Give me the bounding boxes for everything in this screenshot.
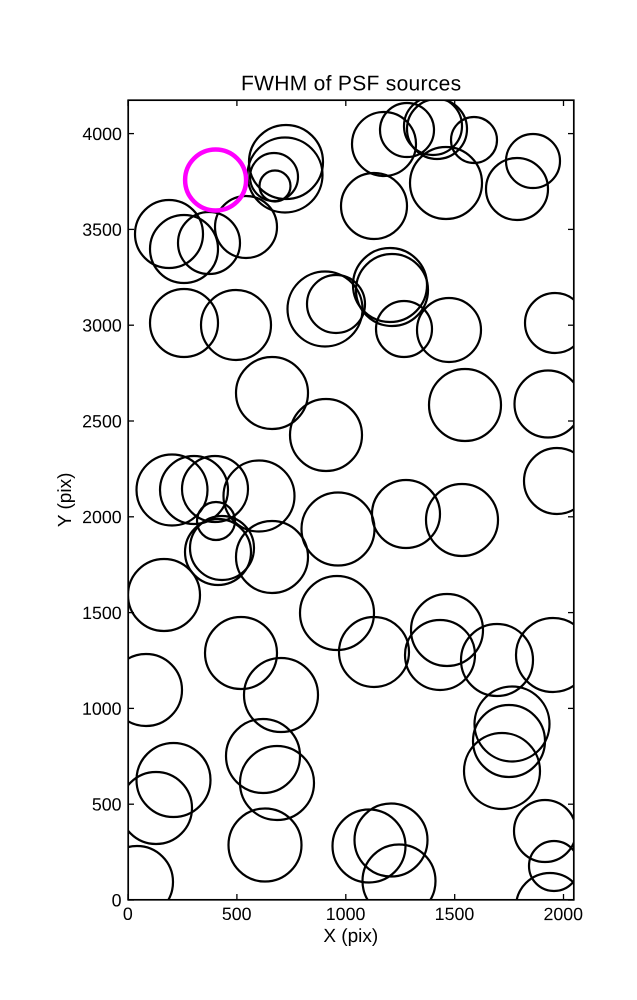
svg-text:0: 0 [123, 904, 133, 924]
svg-text:2000: 2000 [82, 507, 122, 527]
svg-text:500: 500 [222, 904, 252, 924]
svg-text:500: 500 [92, 795, 122, 815]
svg-text:1500: 1500 [435, 904, 475, 924]
svg-text:2500: 2500 [82, 411, 122, 431]
svg-text:4000: 4000 [82, 124, 122, 144]
svg-text:1000: 1000 [82, 699, 122, 719]
svg-text:3000: 3000 [82, 316, 122, 336]
svg-text:2000: 2000 [543, 904, 583, 924]
svg-text:1500: 1500 [82, 603, 122, 623]
svg-text:FWHM of PSF sources: FWHM of PSF sources [241, 72, 461, 95]
svg-text:1000: 1000 [326, 904, 366, 924]
svg-text:X (pix): X (pix) [323, 926, 378, 947]
svg-text:0: 0 [112, 890, 122, 910]
svg-text:Y (pix): Y (pix) [55, 473, 76, 528]
svg-text:3500: 3500 [82, 220, 122, 240]
